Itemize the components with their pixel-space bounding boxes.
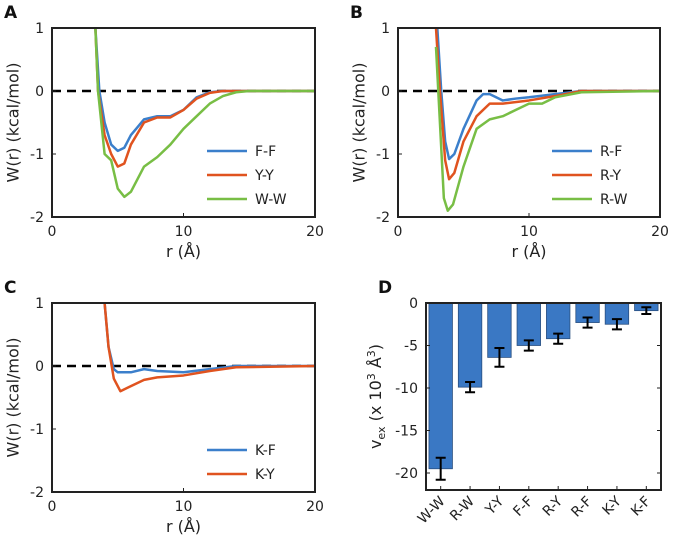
y-tick-label: 0 [409, 296, 418, 312]
x-tick-label: R-W [447, 493, 478, 524]
panel-letter: C [4, 278, 16, 298]
x-tick-label: R-F [568, 494, 595, 521]
x-tick-label: 20 [306, 224, 324, 240]
y-tick-label: 0 [35, 359, 44, 375]
bar-R-W [457, 302, 483, 388]
panel-letter: D [378, 278, 392, 298]
y-tick-label: -1 [30, 422, 44, 438]
x-tick-label: 20 [651, 224, 669, 240]
series-line-F-F [94, 27, 315, 153]
plot-frame [51, 27, 316, 218]
legend-label: R-Y [600, 168, 622, 184]
legend-label: R-W [600, 192, 628, 208]
y-tick-label: 1 [35, 21, 44, 37]
x-tick-label: 0 [48, 499, 57, 515]
x-axis-label: r (Å) [166, 517, 201, 536]
y-tick-label: -20 [395, 466, 418, 482]
y-tick-label: -2 [30, 210, 44, 226]
series-line-R-W [434, 46, 661, 212]
panel-letter: B [350, 3, 363, 23]
error-bar [582, 316, 593, 329]
y-tick-label: 0 [381, 84, 390, 100]
error-bar [611, 318, 622, 331]
x-tick-label: 10 [175, 499, 193, 515]
error-bar [435, 456, 446, 481]
bar-F-F [516, 302, 541, 346]
x-tick-label: 0 [394, 224, 403, 240]
plot-frame [51, 302, 316, 493]
y-tick-label: 1 [35, 296, 44, 312]
y-axis-label-part: 3 [365, 373, 378, 380]
y-tick-label: -1 [376, 147, 390, 163]
y-axis-label-part: ex [375, 426, 388, 440]
x-axis-label: r (Å) [166, 242, 201, 261]
x-tick-label: K-F [628, 494, 654, 520]
x-tick-label: R-Y [540, 493, 567, 520]
y-axis-label-part: 3 [365, 350, 378, 357]
y-axis-label-part: ) [366, 344, 385, 350]
y-axis-label-part: (x 10 [366, 380, 385, 426]
series-line-K-Y [103, 302, 316, 393]
y-axis-label: W(r) (kcal/mol) [4, 63, 23, 183]
panel-letter: A [4, 3, 18, 23]
y-tick-label: -10 [395, 381, 418, 397]
x-tick-label: Y-Y [482, 493, 508, 519]
legend-label: Y-Y [254, 168, 274, 184]
error-bar [641, 306, 652, 316]
x-axis-label: r (Å) [511, 242, 546, 261]
x-tick-label: K-Y [600, 493, 626, 519]
y-axis-label: W(r) (kcal/mol) [4, 338, 23, 458]
y-axis-label: vex (x 103 Å3) [365, 344, 388, 449]
series-line-Y-Y [94, 27, 315, 168]
y-tick-label: -1 [30, 147, 44, 163]
y-tick-label: -5 [404, 339, 418, 355]
error-bar [553, 332, 564, 345]
legend-label: F-F [255, 144, 276, 160]
error-bar [494, 347, 505, 368]
bar-W-W [428, 302, 453, 470]
y-tick-label: 0 [35, 84, 44, 100]
y-tick-label: 1 [381, 21, 390, 37]
x-tick-label: 10 [520, 224, 538, 240]
y-tick-label: -2 [30, 485, 44, 501]
x-tick-label: 0 [48, 224, 57, 240]
x-tick-label: W-W [415, 493, 449, 527]
y-axis-label-part: Å [366, 357, 385, 373]
series-line-R-F [436, 27, 660, 161]
legend-label: W-W [255, 192, 287, 208]
x-tick-label: 20 [306, 499, 324, 515]
legend-label: K-F [255, 443, 276, 459]
legend-label: K-Y [255, 467, 275, 483]
error-bar [465, 381, 476, 394]
x-tick-label: 10 [175, 224, 193, 240]
y-tick-label: -2 [376, 210, 390, 226]
series-line-R-Y [434, 27, 660, 181]
plot-frame [425, 302, 662, 491]
y-tick-label: -15 [395, 424, 418, 440]
series-line-W-W [94, 27, 315, 199]
legend-label: R-F [600, 144, 622, 160]
y-axis-label: W(r) (kcal/mol) [350, 63, 369, 183]
plot-frame [397, 27, 661, 218]
error-bar [523, 339, 534, 352]
series-line-K-F [103, 302, 315, 374]
panel-D: D W-WR-W Y-Y F-F R-Y R-F K-Y K-F 0 -5 -10 -15 -20 vex… [365, 278, 662, 527]
y-axis-label-part: v [366, 440, 385, 449]
x-tick-label: F-F [510, 494, 536, 520]
